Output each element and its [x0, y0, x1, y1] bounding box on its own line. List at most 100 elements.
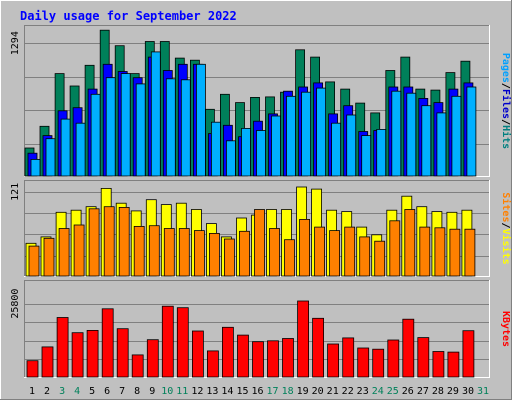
- panel-hits-legend-separator: /: [500, 83, 511, 89]
- x-label-day-7: 7: [119, 386, 125, 397]
- bar-kbytes-day-5: [86, 329, 99, 378]
- bar-kbytes-day-8: [131, 354, 144, 378]
- x-label-day-18: 18: [282, 386, 294, 397]
- bar-pages-day-23: [361, 135, 372, 177]
- x-label-day-19: 19: [297, 386, 309, 397]
- bar-sites-day-8: [133, 225, 145, 277]
- x-label-day-28: 28: [432, 386, 444, 397]
- bar-pages-day-28: [436, 112, 447, 177]
- x-label-day-23: 23: [357, 386, 369, 397]
- bar-sites-day-10: [163, 228, 175, 277]
- panel-hits-tick-label: 1294: [10, 31, 21, 55]
- x-label-day-8: 8: [134, 386, 140, 397]
- x-label-day-12: 12: [191, 386, 203, 397]
- bar-kbytes-day-14: [221, 326, 234, 378]
- x-label-day-15: 15: [236, 386, 248, 397]
- bar-kbytes-day-29: [447, 351, 460, 378]
- x-label-day-24: 24: [372, 386, 384, 397]
- bar-sites-day-5: [88, 208, 100, 277]
- panel-visits-legend-separator: /: [500, 222, 511, 228]
- bar-sites-day-20: [314, 226, 326, 277]
- x-label-day-29: 29: [447, 386, 459, 397]
- bar-pages-day-30: [466, 86, 477, 177]
- bar-pages-day-21: [331, 122, 342, 177]
- bar-pages-day-29: [451, 95, 462, 177]
- panel-visits-legend-sites: Sites: [500, 192, 512, 222]
- bar-pages-day-22: [346, 114, 357, 177]
- bar-sites-day-14: [223, 238, 235, 277]
- panel-visits-tick-label: 121: [10, 183, 21, 201]
- x-label-day-4: 4: [74, 386, 80, 397]
- bar-pages-day-24: [376, 128, 387, 177]
- bar-sites-day-30: [464, 228, 476, 277]
- bar-sites-day-11: [178, 228, 190, 277]
- bar-kbytes-day-11: [176, 307, 189, 378]
- bar-sites-day-15: [239, 230, 250, 277]
- bar-pages-day-16: [256, 130, 266, 177]
- x-label-day-26: 26: [402, 386, 414, 397]
- bar-pages-day-17: [271, 115, 281, 177]
- panel-hits-legend-files: Files: [500, 89, 512, 119]
- x-axis-labels: 1 2 3 4 5 6 7 8 9 10 11 12 13 14 15 16 17 18 19 20 21 22 23 24 2…: [29, 386, 489, 397]
- x-label-day-31: 31: [477, 386, 489, 397]
- bar-sites-day-24: [374, 240, 386, 277]
- bar-kbytes-day-26: [402, 318, 415, 378]
- bar-sites-day-18: [284, 239, 295, 277]
- bar-kbytes-day-10: [161, 305, 174, 378]
- panel-kbytes-legend: KBytes: [500, 311, 511, 347]
- bar-kbytes-day-24: [372, 348, 385, 378]
- bar-sites-day-2: [43, 237, 55, 277]
- bar-kbytes-day-4: [71, 332, 84, 378]
- bar-kbytes-day-22: [342, 337, 355, 378]
- bar-pages-day-19: [301, 91, 312, 177]
- bar-pages-day-11: [180, 79, 191, 177]
- bar-pages-day-2: [45, 138, 56, 177]
- bar-sites-day-9: [148, 225, 160, 277]
- x-label-day-3: 3: [59, 386, 65, 397]
- bar-pages-day-1: [30, 158, 41, 177]
- x-label-day-25: 25: [387, 386, 399, 397]
- panel-kbytes-tick-label: 25800: [10, 289, 21, 319]
- bar-pages-day-14: [225, 140, 236, 177]
- bar-sites-day-13: [208, 232, 220, 277]
- x-label-day-14: 14: [221, 386, 233, 397]
- bar-pages-day-20: [316, 87, 327, 177]
- bar-sites-day-22: [344, 226, 356, 277]
- bar-pages-day-15: [241, 127, 251, 177]
- x-label-day-27: 27: [417, 386, 429, 397]
- x-label-day-1: 1: [29, 386, 35, 397]
- x-label-day-20: 20: [312, 386, 324, 397]
- x-label-day-2: 2: [44, 386, 50, 397]
- bar-sites-day-6: [103, 206, 115, 277]
- x-label-day-30: 30: [462, 386, 474, 397]
- chart-title: Daily usage for September 2022: [20, 9, 237, 23]
- chart-panels: 1294Pages/Files/Hits121Sites/Visits25800…: [10, 25, 512, 378]
- panel-hits-legend-separator: /: [500, 119, 511, 125]
- bar-sites-day-26: [404, 209, 416, 277]
- bar-sites-day-28: [434, 227, 446, 277]
- bar-pages-day-12: [195, 63, 206, 177]
- bar-sites-day-19: [299, 218, 311, 277]
- bar-kbytes-day-9: [146, 339, 159, 378]
- panel-visits: 121 Sites/Visits: [10, 180, 512, 277]
- bar-pages-day-26: [406, 92, 417, 177]
- panel-visits-legend: Sites/Visits: [500, 192, 512, 264]
- bar-kbytes-day-17: [267, 340, 279, 378]
- bar-sites-day-29: [449, 228, 461, 277]
- panel-hits-legend-pages: Pages: [500, 53, 511, 83]
- x-label-day-6: 6: [104, 386, 110, 397]
- bar-sites-day-4: [73, 224, 85, 277]
- bar-pages-day-3: [60, 118, 71, 177]
- bar-pages-day-9: [150, 51, 161, 177]
- panel-hits-legend-hits: Hits: [500, 125, 512, 149]
- bar-kbytes-day-18: [282, 338, 294, 378]
- bar-kbytes-day-3: [56, 317, 69, 378]
- bar-sites-day-21: [329, 230, 341, 277]
- x-label-day-21: 21: [327, 386, 339, 397]
- bar-pages-day-4: [75, 122, 86, 177]
- x-label-day-10: 10: [161, 386, 173, 397]
- panel-kbytes: 25800 KBytes: [10, 280, 511, 378]
- bar-sites-day-7: [118, 206, 130, 277]
- bar-pages-day-25: [391, 90, 402, 177]
